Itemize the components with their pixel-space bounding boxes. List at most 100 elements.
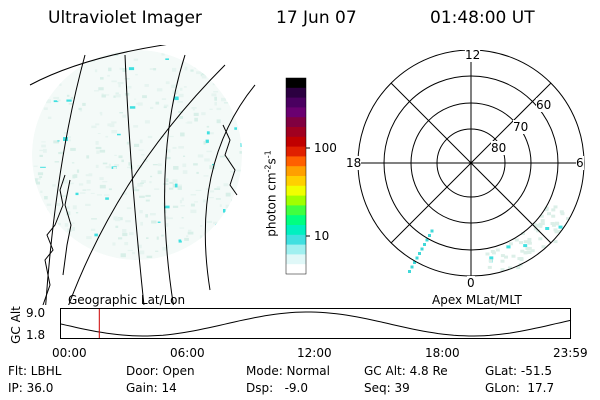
- speckle-pixel: [209, 165, 216, 170]
- speckle-pixel: [53, 59, 56, 63]
- speckle-pixel: [86, 155, 90, 159]
- speckle-pixel: [222, 249, 226, 253]
- speckle-pixel: [150, 106, 154, 109]
- speckle-pixel: [161, 98, 167, 100]
- colorbar-band: [286, 117, 306, 128]
- speckle-pixel: [206, 220, 213, 223]
- speckle-pixel: [99, 149, 106, 153]
- speckle-pixel: [221, 249, 226, 253]
- speckle-pixel: [240, 143, 242, 147]
- speckle-pixel: [52, 237, 56, 242]
- colorbar-band: [286, 264, 306, 275]
- speckle-pixel: [67, 136, 71, 139]
- speckle-pixel: [114, 164, 120, 167]
- speckle-pixel: [208, 132, 214, 135]
- speckle-pixel: [236, 69, 239, 72]
- speckle-pixel: [99, 177, 104, 180]
- speckle-pixel: [38, 211, 43, 215]
- speckle-pixel: [179, 199, 183, 204]
- speckle-pixel: [79, 192, 86, 194]
- speckle-pixel: [86, 189, 91, 191]
- polar-speckle: [525, 247, 530, 250]
- speckle-pixel: [60, 195, 67, 197]
- speckle-pixel: [53, 96, 60, 99]
- colorbar-band: [286, 127, 306, 138]
- speckle-pixel: [125, 220, 131, 223]
- speckle-pixel: [90, 192, 95, 194]
- speckle-pixel: [66, 206, 70, 209]
- speckle-pixel: [152, 164, 158, 166]
- speckle-pixel: [117, 82, 124, 85]
- speckle-pixel: [108, 163, 111, 167]
- speckle-pixel: [206, 131, 210, 135]
- speckle-pixel: [47, 116, 52, 119]
- info-ip: IP: 36.0: [8, 381, 54, 395]
- speckle-pixel: [169, 181, 174, 184]
- speckle-pixel: [59, 83, 62, 86]
- speckle-pixel: [223, 209, 226, 213]
- speckle-pixel: [65, 55, 70, 58]
- speckle-pixel: [217, 80, 222, 85]
- polar-speckle: [527, 240, 532, 244]
- speckle-pixel: [96, 150, 100, 154]
- polar-speckle: [504, 255, 508, 259]
- colorbar: [285, 77, 310, 275]
- altitude-panel: [60, 308, 572, 339]
- speckle-pixel: [239, 121, 242, 124]
- speckle-pixel: [102, 162, 108, 165]
- polar-speckle: [553, 240, 558, 244]
- speckle-pixel: [137, 182, 143, 187]
- speckle-pixel: [213, 228, 218, 230]
- speckle-pixel: [115, 218, 121, 222]
- speckle-pixel: [111, 130, 118, 134]
- speckle-pixel: [70, 96, 74, 99]
- speckle-pixel: [223, 102, 229, 104]
- speckle-pixel: [54, 161, 60, 163]
- speckle-pixel: [180, 87, 183, 91]
- time-label: 01:48:00 UT: [430, 8, 535, 28]
- speckle-pixel: [77, 66, 82, 68]
- speckle-pixel: [85, 203, 91, 206]
- polar-speckle: [489, 256, 494, 260]
- speckle-pixel: [52, 184, 56, 187]
- polar-speckle: [566, 217, 570, 221]
- speckle-pixel: [179, 116, 184, 119]
- speckle-pixel: [220, 75, 225, 77]
- speckle-pixel: [235, 219, 240, 222]
- speckle-pixel: [153, 68, 157, 71]
- speckle-pixel: [219, 204, 222, 207]
- speckle-pixel: [38, 227, 42, 230]
- speckle-pixel: [75, 212, 79, 214]
- speckle-pixel: [128, 162, 132, 166]
- polar-arc-point: [415, 256, 419, 260]
- speckle-pixel: [108, 67, 112, 72]
- speckle-pixel: [166, 223, 169, 227]
- speckle-pixel: [94, 233, 98, 237]
- speckle-pixel: [115, 92, 119, 94]
- speckle-pixel: [203, 175, 209, 177]
- speckle-pixel: [210, 233, 217, 236]
- polar-speckle: [551, 214, 556, 218]
- colorbar-band: [286, 244, 306, 255]
- speckle-pixel: [234, 240, 240, 244]
- mlat-label-70: 70: [513, 120, 529, 134]
- speckle-pixel: [118, 155, 123, 159]
- polar-arc-point: [425, 238, 429, 242]
- colorbar-band: [286, 185, 306, 197]
- speckle-pixel: [127, 166, 132, 169]
- time-tick-2359: 23:59: [553, 346, 588, 360]
- speckle-pixel: [33, 178, 38, 183]
- polar-speckle: [541, 245, 546, 249]
- speckle-pixel: [191, 107, 197, 109]
- info-gain: Gain: 14: [126, 381, 177, 395]
- colorbar-unit-label: photon cm-2s-1: [263, 150, 279, 237]
- colorbar-band: [286, 156, 306, 167]
- speckle-pixel: [208, 197, 214, 199]
- speckle-pixel: [234, 235, 241, 240]
- speckle-pixel: [223, 183, 229, 187]
- polar-speckle: [550, 222, 555, 225]
- speckle-pixel: [99, 184, 106, 189]
- speckle-pixel: [161, 234, 164, 236]
- speckle-pixel: [178, 240, 182, 243]
- speckle-pixel: [194, 58, 197, 60]
